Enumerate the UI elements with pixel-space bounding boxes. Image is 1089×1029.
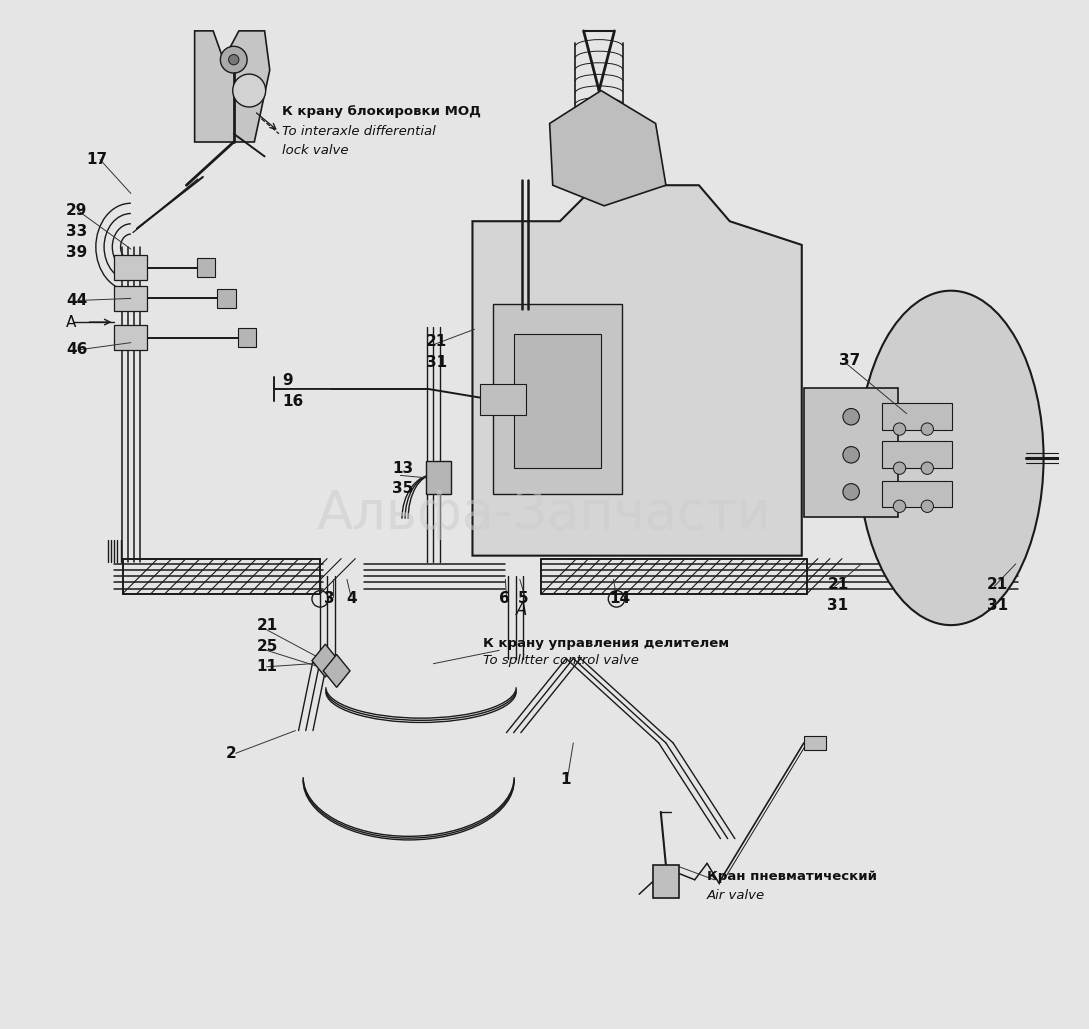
Polygon shape bbox=[195, 31, 270, 142]
Polygon shape bbox=[550, 91, 665, 206]
Text: Альфа-Запчасти: Альфа-Запчасти bbox=[317, 489, 772, 540]
Circle shape bbox=[843, 409, 859, 425]
Text: К крану управления делителем: К крану управления делителем bbox=[482, 637, 729, 649]
Ellipse shape bbox=[858, 291, 1043, 625]
Bar bbox=[514, 334, 601, 468]
Text: 29: 29 bbox=[66, 204, 87, 218]
Text: 21: 21 bbox=[256, 618, 278, 633]
Text: 14: 14 bbox=[610, 592, 631, 606]
Circle shape bbox=[893, 423, 906, 435]
Text: A: A bbox=[66, 315, 76, 329]
Circle shape bbox=[843, 484, 859, 500]
Bar bbox=[237, 328, 256, 347]
Bar bbox=[114, 286, 147, 311]
Text: 35: 35 bbox=[392, 482, 414, 496]
Circle shape bbox=[893, 500, 906, 512]
Circle shape bbox=[843, 447, 859, 463]
Bar bbox=[882, 441, 952, 468]
Bar bbox=[114, 325, 147, 350]
Text: A: A bbox=[516, 601, 527, 619]
Text: To interaxle differential: To interaxle differential bbox=[282, 126, 436, 138]
Text: Кран пневматический: Кран пневматический bbox=[707, 871, 877, 883]
Text: 11: 11 bbox=[256, 660, 278, 674]
Bar bbox=[197, 258, 216, 277]
Bar bbox=[493, 304, 622, 494]
Text: 31: 31 bbox=[828, 598, 848, 612]
Bar bbox=[479, 384, 526, 415]
Text: 17: 17 bbox=[87, 152, 108, 167]
Circle shape bbox=[921, 423, 933, 435]
Bar bbox=[426, 461, 451, 494]
Polygon shape bbox=[473, 185, 802, 556]
Polygon shape bbox=[323, 654, 350, 687]
Bar bbox=[114, 255, 147, 280]
Circle shape bbox=[921, 462, 933, 474]
Circle shape bbox=[893, 462, 906, 474]
Circle shape bbox=[233, 74, 266, 107]
Text: 39: 39 bbox=[66, 245, 87, 259]
Text: 13: 13 bbox=[392, 461, 414, 475]
Bar bbox=[804, 736, 827, 750]
Text: 16: 16 bbox=[282, 394, 304, 409]
Bar bbox=[804, 388, 898, 517]
Text: 4: 4 bbox=[346, 592, 356, 606]
Text: To splitter control valve: To splitter control valve bbox=[482, 654, 638, 667]
Text: 33: 33 bbox=[66, 224, 87, 239]
Text: 3: 3 bbox=[325, 592, 335, 606]
Text: 31: 31 bbox=[987, 598, 1008, 612]
Text: 1: 1 bbox=[560, 773, 571, 787]
Text: К крану блокировки МОД: К крану блокировки МОД bbox=[282, 105, 481, 117]
Text: 21: 21 bbox=[828, 577, 848, 592]
Text: 6: 6 bbox=[499, 592, 510, 606]
Bar bbox=[218, 289, 236, 308]
Bar bbox=[882, 403, 952, 430]
Circle shape bbox=[229, 55, 238, 65]
Text: lock valve: lock valve bbox=[282, 144, 348, 156]
Text: 2: 2 bbox=[225, 746, 236, 760]
Text: 5: 5 bbox=[517, 592, 528, 606]
Text: 37: 37 bbox=[839, 353, 860, 367]
Text: 31: 31 bbox=[426, 355, 448, 369]
Circle shape bbox=[921, 500, 933, 512]
Text: 44: 44 bbox=[66, 293, 87, 308]
Text: 21: 21 bbox=[426, 334, 448, 349]
Bar bbox=[882, 481, 952, 507]
Text: 9: 9 bbox=[282, 374, 293, 388]
Text: 46: 46 bbox=[66, 343, 87, 357]
Text: 21: 21 bbox=[987, 577, 1008, 592]
Text: 25: 25 bbox=[256, 639, 278, 653]
Circle shape bbox=[220, 46, 247, 73]
Bar bbox=[652, 865, 680, 898]
Polygon shape bbox=[311, 644, 339, 677]
Text: Air valve: Air valve bbox=[707, 889, 766, 901]
